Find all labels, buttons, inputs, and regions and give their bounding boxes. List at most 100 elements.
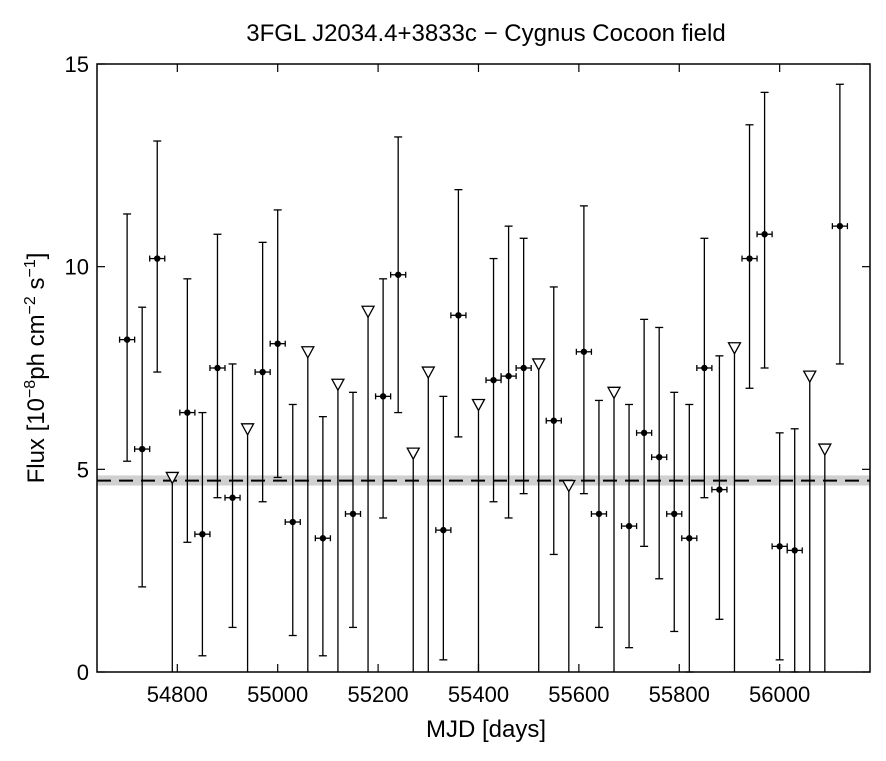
y-axis-title-suffix: ] [23,253,50,260]
x-tick-label: 55800 [649,682,710,707]
detection-point-group [666,391,683,633]
detection-point-group [389,136,407,414]
upper-limit-marker [802,370,817,384]
detection-point [490,376,497,384]
upper-limit-group [802,370,817,672]
upper-limit-group [531,358,546,672]
detection-point-group [118,213,136,462]
x-tick-label: 55200 [347,682,408,707]
detection-point-group [485,257,502,503]
detection-point [184,409,191,416]
detection-point [123,336,131,343]
detection-point [379,393,387,400]
detection-point [640,429,648,437]
y-axis-title-exp3: −1 [22,259,39,277]
detection-point-group [344,391,362,629]
upper-limit-marker [165,471,180,485]
upper-limit-marker [561,479,576,493]
detection-point [394,271,402,278]
upper-limit-marker [531,358,546,372]
detection-point-group [314,415,332,657]
chart-title: 3FGL J2034.4+3833c − Cygnus Cocoon field [246,20,725,47]
detection-point-group [269,209,286,479]
upper-limit-group [471,398,486,672]
detection-point [550,417,557,424]
detection-point-group [194,411,211,657]
upper-limit-marker [240,423,255,437]
detection-point-group [435,395,452,661]
upper-limit-marker [471,398,486,412]
upper-limit-marker [727,342,742,356]
detection-point [791,547,798,554]
x-tick-label: 54800 [147,682,208,707]
upper-limit-group [561,479,576,672]
detection-point [595,510,603,518]
data-marks [118,83,849,673]
detection-point-group [681,403,698,673]
detection-point [671,510,678,518]
detection-point [520,364,527,372]
upper-limit-marker [421,366,436,380]
detection-point-group [620,403,638,649]
x-axis-title: MJD [days] [426,716,546,743]
plot-area-frame [96,63,871,673]
detection-point [138,445,146,453]
detection-point-group [590,399,608,629]
y-tick-label: 5 [77,457,89,482]
detection-point-group [756,91,773,369]
detection-point [701,364,708,372]
detection-point [455,312,462,319]
upper-limit-group [360,305,376,672]
detection-point-group [771,432,788,661]
detection-point-group [500,225,517,519]
detection-point [776,543,783,550]
detection-point-group [224,363,241,629]
detection-point [319,535,327,542]
detection-point [289,518,296,526]
y-axis-title-mid2: s [23,278,50,297]
upper-limit-group [240,423,255,672]
detection-point-group [635,318,653,547]
y-axis-title-prefix: Flux [10 [23,398,50,483]
detection-point [580,348,588,355]
y-axis-title-exp1: −8 [22,380,39,398]
detection-point [686,535,693,542]
x-tick-label: 55000 [247,682,308,707]
detection-point-group [179,278,196,543]
detection-point [259,368,266,376]
detection-point [274,340,281,347]
detection-point-group [741,124,758,389]
upper-limit-marker [360,305,376,319]
detection-point-group [711,355,728,620]
detection-point-group [831,83,849,365]
upper-limit-group [727,342,742,672]
detection-point-group [450,189,467,438]
upper-limit-group [406,447,421,672]
y-tick-label: 10 [65,255,89,280]
detection-point-group [651,326,668,580]
upper-limit-marker [300,346,315,360]
detection-point-group [545,286,562,556]
detection-point-group [696,237,713,499]
detection-point-group [284,403,301,637]
detection-point [505,372,512,380]
upper-limit-marker [406,447,421,461]
detection-point-group [254,241,271,503]
upper-limit-marker [817,443,832,457]
upper-limit-group [421,366,436,672]
detection-point [154,255,161,262]
upper-limit-marker [330,378,346,392]
detection-point [199,530,206,538]
detection-point [440,526,447,534]
detection-point-group [786,428,803,673]
y-axis-title: Flux [10−8ph cm−2 s−1] [22,253,50,484]
detection-point [716,486,723,493]
detection-point-group [575,205,593,495]
x-tick-label: 55400 [448,682,509,707]
detection-point [229,494,236,501]
x-tick-label: 55600 [548,682,609,707]
upper-limit-group [165,471,180,672]
axis-ticks: 54800 55000 55200 55400 55600 55800 56000 0 5 10 1… [65,52,870,707]
detection-point [761,231,768,238]
